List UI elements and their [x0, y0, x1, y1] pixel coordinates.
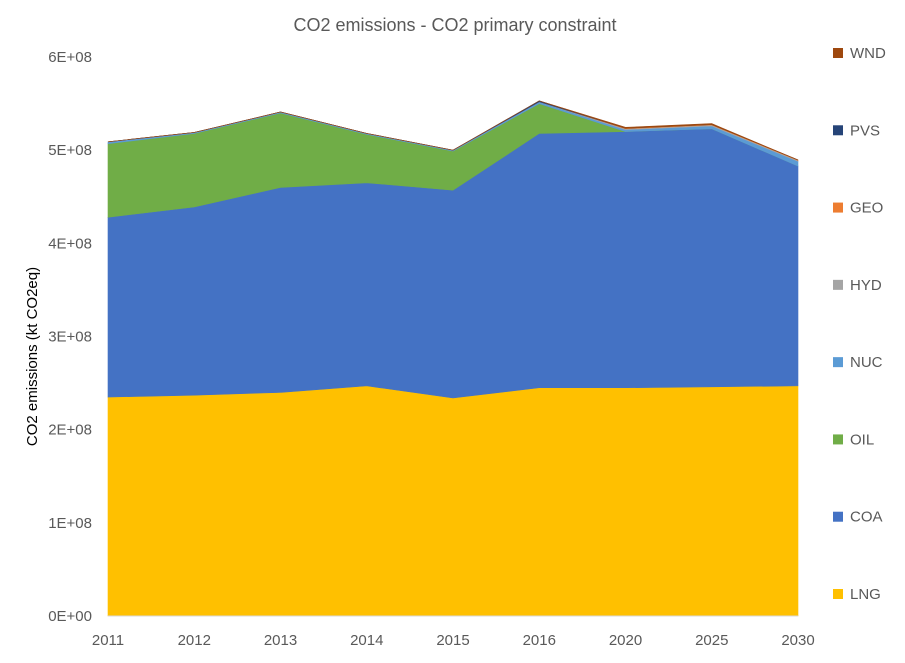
legend-swatch-wnd	[833, 48, 843, 58]
area-layers	[107, 100, 799, 617]
x-tick-label: 2016	[523, 632, 556, 649]
y-tick-labels: 0E+00 1E+08 2E+08 3E+08 4E+08 5E+08 6E+08	[48, 49, 92, 625]
y-tick-label: 2E+08	[48, 422, 92, 439]
area-series-lng	[107, 385, 799, 617]
y-tick-label: 0E+00	[48, 608, 92, 625]
x-tick-label: 2025	[695, 632, 728, 649]
legend-swatch-geo	[833, 202, 843, 213]
y-tick-label: 4E+08	[48, 235, 92, 252]
legend-swatch-hyd	[833, 279, 843, 290]
area-series-wnd	[107, 100, 799, 161]
x-tick-label: 2014	[350, 632, 383, 649]
legend-swatch-lng	[833, 589, 843, 599]
x-tick-label: 2011	[92, 632, 124, 649]
legend-swatch-pvs	[833, 125, 843, 136]
y-axis-label: CO2 emissions (kt CO2eq)	[24, 267, 41, 446]
legend: WND PVS GEO HYD NUC OIL COA LNG	[833, 45, 886, 603]
x-tick-label: 2030	[781, 632, 814, 649]
legend-label-lng: LNG	[850, 586, 881, 603]
legend-label-wnd: WND	[850, 45, 886, 62]
legend-swatch-coa	[833, 511, 843, 522]
y-tick-label: 6E+08	[48, 49, 92, 66]
y-tick-label: 5E+08	[48, 142, 92, 159]
legend-label-geo: GEO	[850, 200, 883, 217]
x-tick-labels: 2011 2012 2013 2014 2015 2016 2020 2025 2030	[92, 632, 815, 649]
legend-swatch-nuc	[833, 357, 843, 368]
legend-label-pvs: PVS	[850, 122, 880, 139]
chart-title: CO2 emissions - CO2 primary constraint	[293, 15, 616, 35]
y-tick-label: 3E+08	[48, 329, 92, 346]
legend-label-oil: OIL	[850, 431, 874, 448]
x-tick-label: 2013	[264, 632, 297, 649]
x-tick-label: 2015	[436, 632, 469, 649]
x-tick-label: 2012	[178, 632, 211, 649]
legend-label-nuc: NUC	[850, 354, 883, 371]
legend-label-hyd: HYD	[850, 277, 882, 294]
x-tick-label: 2020	[609, 632, 642, 649]
legend-swatch-oil	[833, 434, 843, 445]
legend-label-coa: COA	[850, 509, 883, 526]
y-tick-label: 1E+08	[48, 515, 92, 532]
